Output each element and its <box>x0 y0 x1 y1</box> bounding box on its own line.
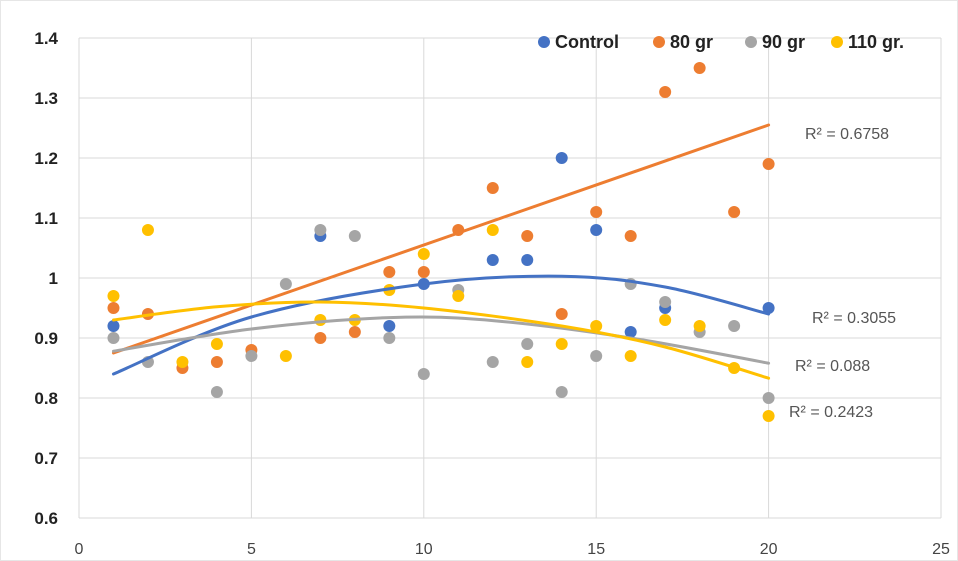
point-80-gr-12 <box>555 308 568 320</box>
point-control-6 <box>555 152 568 164</box>
x-tick-label-3: 15 <box>587 541 605 558</box>
point-90-gr-5 <box>314 224 327 236</box>
x-tick-label-4: 20 <box>760 541 778 558</box>
point-control-0 <box>107 320 120 332</box>
point-110-gr--18 <box>762 410 775 422</box>
point-80-gr-11 <box>521 230 534 242</box>
trendline-90-gr <box>111 315 771 365</box>
point-90-gr-4 <box>279 278 292 290</box>
point-110-gr--10 <box>486 224 499 236</box>
point-80-gr-16 <box>693 62 706 74</box>
legend-marker-control <box>538 36 550 48</box>
y-tick-label-6: 1.2 <box>34 149 58 168</box>
point-110-gr--2 <box>176 356 189 368</box>
point-90-gr-0 <box>107 332 120 344</box>
point-control-4 <box>486 254 499 266</box>
point-90-gr-2 <box>210 386 223 398</box>
point-90-gr-10 <box>486 356 499 368</box>
y-tick-label-2: 0.8 <box>34 389 58 408</box>
point-110-gr--11 <box>521 356 534 368</box>
x-tick-label-2: 10 <box>415 541 433 558</box>
point-90-gr-18 <box>762 392 775 404</box>
y-tick-label-8: 1.4 <box>34 29 58 48</box>
x-tick-label-1: 5 <box>247 541 256 558</box>
point-110-gr--8 <box>417 248 430 260</box>
x-tick-label-5: 25 <box>932 541 950 558</box>
point-control-2 <box>383 320 396 332</box>
point-80-gr-17 <box>728 206 741 218</box>
r2-label-80-gr: R² = 0.6758 <box>805 126 889 143</box>
legend-marker-80-gr <box>653 36 665 48</box>
y-tick-label-0: 0.6 <box>34 509 58 528</box>
point-110-gr--3 <box>210 338 223 350</box>
point-110-gr--4 <box>279 350 292 362</box>
point-90-gr-8 <box>417 368 430 380</box>
point-80-gr-5 <box>314 332 327 344</box>
y-tick-label-5: 1.1 <box>34 209 58 228</box>
point-90-gr-3 <box>245 350 258 362</box>
point-80-gr-6 <box>348 326 361 338</box>
point-80-gr-10 <box>486 182 499 194</box>
y-tick-label-1: 0.7 <box>34 449 58 468</box>
x-tick-label-0: 0 <box>75 541 84 558</box>
point-80-gr-0 <box>107 302 120 314</box>
trendline-80-gr <box>111 123 771 355</box>
point-control-7 <box>590 224 603 236</box>
point-90-gr-6 <box>348 230 361 242</box>
legend-label-control: Control <box>555 32 619 52</box>
point-control-5 <box>521 254 534 266</box>
point-control-8 <box>624 326 637 338</box>
legend-label-80-gr: 80 gr <box>670 32 713 52</box>
point-110-gr--13 <box>590 320 603 332</box>
r2-label-110-gr-: R² = 0.2423 <box>789 404 873 421</box>
point-90-gr-15 <box>659 296 672 308</box>
legend-label-110-gr-: 110 gr. <box>848 32 904 52</box>
point-80-gr-14 <box>624 230 637 242</box>
point-80-gr-8 <box>417 266 430 278</box>
point-90-gr-13 <box>590 350 603 362</box>
r2-label-control: R² = 0.3055 <box>812 310 896 327</box>
point-control-10 <box>762 302 775 314</box>
legend-marker-90-gr <box>745 36 757 48</box>
point-90-gr-11 <box>521 338 534 350</box>
point-110-gr--15 <box>659 314 672 326</box>
legend-label-90-gr: 90 gr <box>762 32 805 52</box>
point-80-gr-15 <box>659 86 672 98</box>
point-80-gr-3 <box>210 356 223 368</box>
point-80-gr-7 <box>383 266 396 278</box>
legend-marker-110-gr- <box>831 36 843 48</box>
point-80-gr-13 <box>590 206 603 218</box>
y-tick-label-3: 0.9 <box>34 329 58 348</box>
point-110-gr--14 <box>624 350 637 362</box>
trendline-control <box>111 274 771 376</box>
point-110-gr--16 <box>693 320 706 332</box>
point-110-gr--12 <box>555 338 568 350</box>
y-tick-label-4: 1 <box>49 269 58 288</box>
point-110-gr--9 <box>452 290 465 302</box>
point-110-gr--0 <box>107 290 120 302</box>
r2-label-90-gr: R² = 0.088 <box>795 358 870 375</box>
point-90-gr-7 <box>383 332 396 344</box>
trendline-110-gr- <box>111 300 771 380</box>
y-tick-label-7: 1.3 <box>34 89 58 108</box>
point-90-gr-17 <box>728 320 741 332</box>
point-90-gr-12 <box>555 386 568 398</box>
point-110-gr--1 <box>141 224 154 236</box>
point-80-gr-18 <box>762 158 775 170</box>
